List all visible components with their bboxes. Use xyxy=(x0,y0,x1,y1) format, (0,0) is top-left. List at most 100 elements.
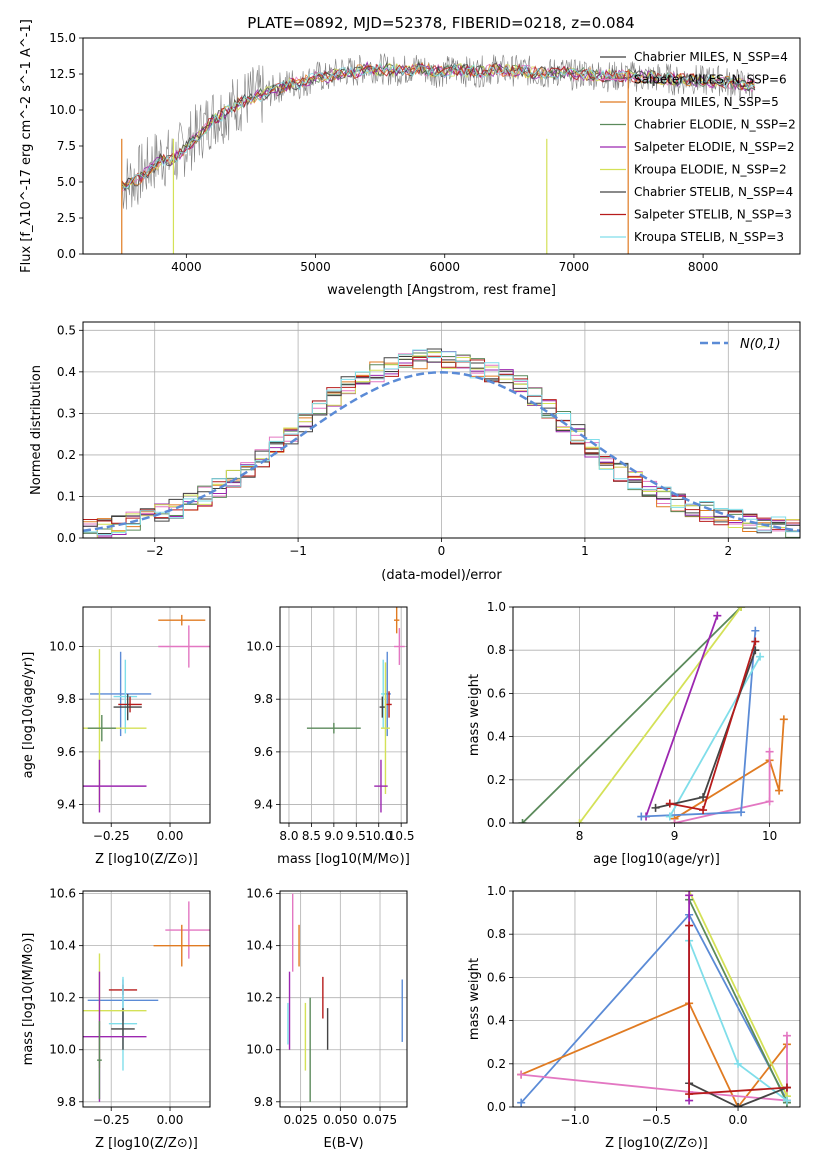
y-tick-label: 0.6 xyxy=(487,686,506,700)
y-tick-label: 0.0 xyxy=(487,816,506,830)
x-tick-label: 6000 xyxy=(429,260,460,274)
y-tick-label: 0.0 xyxy=(487,1100,506,1114)
error-bar-point xyxy=(158,614,206,626)
y-tick-label: 0.8 xyxy=(487,927,506,941)
x-tick-label: 8000 xyxy=(688,260,719,274)
y-axis-label: Normed distribution xyxy=(29,365,44,495)
legend-label: Kroupa STELIB, N_SSP=3 xyxy=(634,230,784,244)
weight-marker xyxy=(782,1083,791,1092)
x-tick-label: −2 xyxy=(146,544,164,558)
weight-series xyxy=(518,607,746,823)
error-bar-point xyxy=(83,759,147,813)
weight-marker xyxy=(665,799,674,808)
y-tick-label: 10.4 xyxy=(49,939,76,953)
weight-series xyxy=(517,1031,791,1105)
weight-line xyxy=(688,899,788,1104)
weight-marker xyxy=(751,637,760,646)
weight-marker xyxy=(651,803,660,812)
weight-series xyxy=(670,747,774,823)
legend: Chabrier MILES, N_SSP=4 Salpeter MILES, N… xyxy=(600,50,796,244)
weight-marker xyxy=(685,921,694,930)
x-tick-label: 8.0 xyxy=(279,829,298,843)
x-tick-label: 10.5 xyxy=(388,829,415,843)
error-bar-point xyxy=(393,607,400,634)
y-tick-label: 10.0 xyxy=(49,640,76,654)
spectrum-panel: 4000 5000 6000 7000 8000 0.0 2.5 5.0 7.5 10.0 12.5… xyxy=(19,19,801,298)
legend-label: Salpeter STELIB, N_SSP=3 xyxy=(634,208,792,222)
error-bar-point xyxy=(118,696,142,713)
weight-line xyxy=(578,607,742,823)
error-bar-point xyxy=(374,759,388,813)
y-tick-label: 0.2 xyxy=(487,773,506,787)
y-tick-label: 0.4 xyxy=(487,730,506,744)
y-tick-label: 9.8 xyxy=(57,692,76,706)
model-spectrum-line xyxy=(121,62,755,189)
weight-marker xyxy=(685,1090,694,1099)
x-axis-label: age [log10(age/yr)] xyxy=(593,852,720,867)
y-tick-label: 5.0 xyxy=(57,175,76,189)
x-tick-label: 9.0 xyxy=(324,829,343,843)
x-tick-label: −0.5 xyxy=(642,1113,671,1127)
x-axis-label: E(B-V) xyxy=(323,1136,363,1151)
weight-marker xyxy=(685,891,694,900)
y-tick-label: 9.8 xyxy=(254,1095,273,1109)
legend-label: Chabrier STELIB, N_SSP=4 xyxy=(634,185,793,199)
weight-line xyxy=(521,1035,788,1102)
y-tick-label: 0.0 xyxy=(57,531,76,545)
y-tick-label: 10.2 xyxy=(49,991,76,1005)
error-bar-point xyxy=(158,625,210,668)
y-tick-label: 10.0 xyxy=(246,1043,273,1057)
y-tick-label: 12.5 xyxy=(49,67,76,81)
x-axis-label: wavelength [Angstrom, rest frame] xyxy=(327,283,556,298)
weight-marker xyxy=(699,806,708,815)
x-tick-label: 0.075 xyxy=(363,1113,397,1127)
y-tick-label: 7.5 xyxy=(57,139,76,153)
y-tick-label: 10.6 xyxy=(49,887,76,901)
age-vs-metallicity-panel: −0.25 0.00 9.4 9.6 9.8 10.0 Z [log10(Z/Z⊙)] age… xyxy=(21,606,211,867)
x-tick-label: 5000 xyxy=(300,260,331,274)
legend-label: N(0,1) xyxy=(740,337,781,352)
residuals-panel: −2 −1 0 1 2 0.0 0.1 0.2 0.3 0.4 0.5 (data-model)/er… xyxy=(29,321,801,583)
x-tick-label: 9 xyxy=(671,829,679,843)
mass-vs-metallicity-panel: −0.25 0.00 9.8 10.0 10.2 10.4 10.6 Z [log10(Z/Z… xyxy=(21,887,211,1151)
legend-label: Salpeter MILES, N_SSP=6 xyxy=(634,73,787,87)
x-axis-label: Z [log10(Z/Z⊙)] xyxy=(95,1136,198,1151)
y-tick-label: 10.6 xyxy=(246,887,273,901)
weight-marker xyxy=(779,715,788,724)
weight-line xyxy=(645,615,719,817)
weight-line xyxy=(641,630,757,818)
legend-label: Kroupa MILES, N_SSP=5 xyxy=(634,95,779,109)
y-tick-label: 9.6 xyxy=(254,745,273,759)
x-axis-label: (data-model)/error xyxy=(381,568,502,583)
x-tick-label: −0.25 xyxy=(93,1113,130,1127)
weight-line xyxy=(688,891,788,1097)
error-bar-point xyxy=(97,1021,102,1100)
normal-distribution-curve xyxy=(83,371,800,532)
x-tick-label: 9.5 xyxy=(347,829,366,843)
error-bar-point xyxy=(380,659,386,729)
y-tick-label: 1.0 xyxy=(487,884,506,898)
error-bars xyxy=(83,614,210,813)
weight-marker xyxy=(575,819,584,823)
figure-title: PLATE=0892, MJD=52378, FIBERID=0218, z=0… xyxy=(247,14,634,32)
residual-histogram xyxy=(83,349,800,538)
axes-frame xyxy=(279,606,408,824)
mass-weight-vs-metallicity-panel: −1.0 −0.5 0.0 0.0 0.2 0.4 0.6 0.8 1.0 Z [log10(Z/… xyxy=(467,884,801,1151)
y-tick-label: 10.0 xyxy=(246,640,273,654)
weight-marker xyxy=(517,1098,526,1107)
error-bar-point xyxy=(113,659,138,734)
x-tick-label: 2 xyxy=(724,544,732,558)
weight-series xyxy=(575,607,746,823)
x-tick-label: 0.00 xyxy=(157,829,184,843)
x-tick-label: 4000 xyxy=(171,260,202,274)
weight-marker xyxy=(737,607,746,611)
weight-marker xyxy=(751,626,760,635)
y-tick-label: 9.8 xyxy=(254,692,273,706)
y-axis-label: age [log10(age/yr)] xyxy=(21,652,36,779)
error-bar-point xyxy=(90,651,152,737)
axes-frame xyxy=(82,890,211,1108)
y-tick-label: 0.4 xyxy=(487,1014,506,1028)
error-bars xyxy=(83,901,210,1102)
x-tick-label: 0.025 xyxy=(283,1113,317,1127)
y-axis-label: mass weight xyxy=(467,674,482,756)
